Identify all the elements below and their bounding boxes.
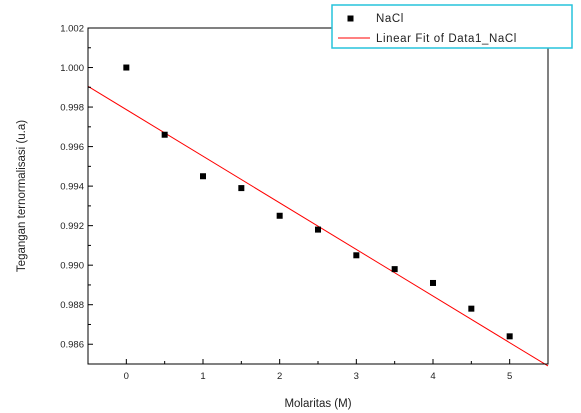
x-tick-label: 3 <box>354 371 359 382</box>
x-axis-title: Molaritas (M) <box>284 398 351 410</box>
y-tick-label: 0.986 <box>60 340 84 351</box>
y-tick-label: 0.992 <box>60 221 84 232</box>
data-point <box>506 333 513 340</box>
data-point <box>391 266 398 273</box>
data-point <box>468 305 475 312</box>
legend-box <box>331 4 573 49</box>
legend: NaCl Linear Fit of Data1_NaCl <box>331 4 573 49</box>
y-tick-label: 0.994 <box>60 182 84 193</box>
data-point <box>200 173 206 180</box>
y-tick-label: 0.988 <box>60 300 84 311</box>
y-tick-label: 1.002 <box>60 24 84 35</box>
data-point <box>276 212 283 219</box>
legend-label-fit: Linear Fit of Data1_NaCl <box>376 33 517 45</box>
y-tick-label: 1.000 <box>60 63 84 74</box>
y-axis-title: Tegangan ternormalisasi (u.a) <box>16 120 28 272</box>
x-tick-label: 5 <box>507 371 512 382</box>
legend-label-nacl: NaCl <box>376 13 404 25</box>
data-point <box>430 279 436 286</box>
y-tick-label: 0.998 <box>60 103 84 114</box>
x-tick-label: 4 <box>430 371 435 382</box>
x-tick-label: 0 <box>124 371 129 382</box>
data-point <box>315 226 321 233</box>
x-tick-label: 1 <box>200 371 205 382</box>
data-point <box>161 131 168 138</box>
y-axis-ticks: 0.986 0.988 0.990 0.992 0.994 0.996 0.998 1.000… <box>60 24 93 351</box>
data-point <box>238 185 245 192</box>
data-points-group <box>123 64 513 340</box>
legend-marker-nacl <box>347 15 354 22</box>
y-tick-label: 0.990 <box>60 261 84 272</box>
data-point <box>353 252 360 259</box>
y-tick-label: 0.996 <box>60 142 84 153</box>
data-point <box>123 64 130 71</box>
plot-area <box>88 28 548 364</box>
plot-frame <box>87 27 549 365</box>
x-tick-label: 2 <box>277 371 282 382</box>
